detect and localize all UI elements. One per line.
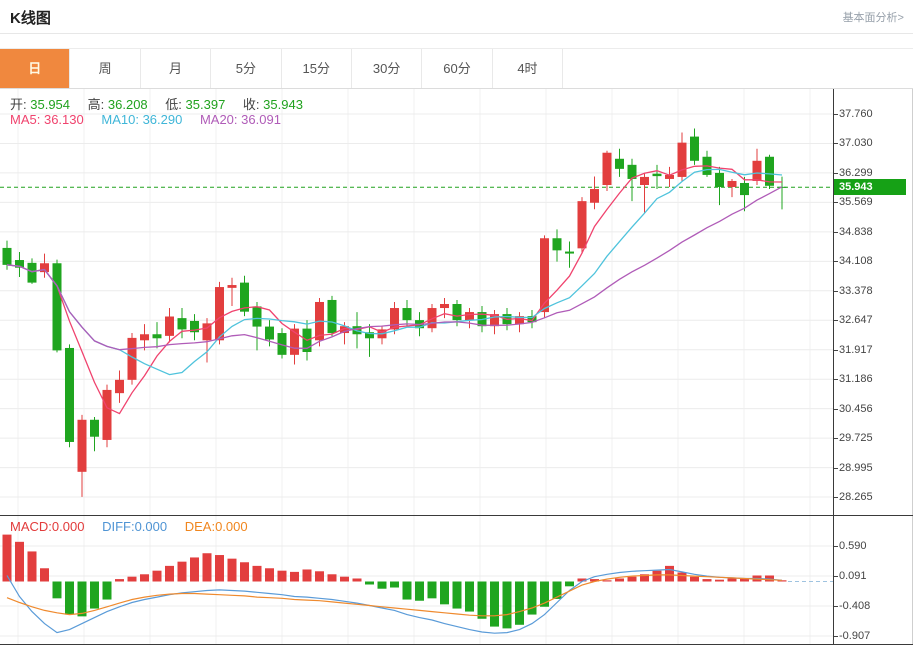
macd-panel: 0.590 0.091 -0.408 -0.907 MACD:0.000 DIFF:0… [0,515,913,645]
macd-axis-label: -0.408 [833,600,871,613]
macd-readout: MACD:0.000 DIFF:0.000 DEA:0.000 [10,519,262,534]
dea-label: DEA: [184,519,216,534]
ohlc-readout: 开: 35.954 高: 36.208 低: 35.397 收: 35.943 [10,94,317,113]
ma10-label: MA10: [101,112,139,127]
price-axis-label: 32.647 [834,314,873,327]
ma5-value: 36.130 [43,112,84,127]
price-axis-label: 34.108 [834,255,873,268]
price-axis-label: 31.186 [834,373,873,386]
price-axis-label: 36.299 [834,166,873,179]
open-label: 开: [10,97,27,112]
price-axis-label: 37.760 [834,108,873,120]
open-value: 35.954 [30,97,71,112]
ma5-label: MA5: [10,112,41,127]
period-tab-月[interactable]: 月 [141,49,212,88]
ma20-label: MA20: [199,112,238,127]
price-axis: 37.760 37.030 36.299 35.569 34.838 34.108 33.3… [833,89,913,515]
macd-axis-label: -0.907 [833,630,871,643]
fundamental-analysis-link[interactable]: 基本面分析> [842,12,904,24]
price-axis-label: 34.838 [834,225,873,238]
main-chart-panel: 37.760 37.030 36.299 35.569 34.838 34.108 33.3… [0,89,913,515]
price-axis-label: 37.030 [834,137,873,150]
candlestick-chart[interactable] [0,89,833,515]
price-axis-label: 35.569 [834,196,873,209]
period-tab-30分[interactable]: 30分 [352,49,423,88]
period-tab-周[interactable]: 周 [70,49,141,88]
period-tab-日[interactable]: 日 [0,49,71,88]
price-axis-label: 28.995 [834,461,873,474]
price-axis-label: 29.725 [834,432,873,445]
macd-axis-label: 0.091 [834,570,867,583]
period-tab-60分[interactable]: 60分 [422,49,493,88]
high-value: 36.208 [107,97,148,112]
macd-chart[interactable] [0,516,833,644]
price-axis-label: 31.917 [834,343,873,356]
ma20-value: 36.091 [241,112,281,127]
low-label: 低: [165,97,182,112]
header: K线图 基本面分析> [0,0,913,34]
dea-value: 0.000 [215,519,248,534]
ma-readout: MA5: 36.130 MA10: 36.290 MA20: 36.091 [10,112,295,127]
period-tab-5分[interactable]: 5分 [211,49,282,88]
macd-axis: 0.590 0.091 -0.408 -0.907 [833,516,913,644]
price-axis-label: 28.265 [834,491,873,504]
period-tab-4时[interactable]: 4时 [493,49,564,88]
ma10-value: 36.290 [142,112,183,127]
period-tab-bar: 日周月 5分 15分 30分 60分 4时 [0,48,913,89]
macd-value: 0.000 [51,519,85,534]
page-title: K线图 [10,10,51,27]
macd-label: MACD: [10,519,52,534]
diff-label: DIFF: [102,519,135,534]
macd-axis-label: 0.590 [834,540,867,553]
low-value: 35.397 [185,97,226,112]
close-label: 收: [242,97,260,112]
current-price-badge: 35.943 [834,179,906,196]
price-axis-label: 30.456 [834,402,873,415]
period-tab-15分[interactable]: 15分 [282,49,352,88]
high-label: 高: [87,97,105,112]
price-axis-label: 33.378 [834,284,873,297]
close-value: 35.943 [263,97,303,112]
diff-value: 0.000 [134,519,168,534]
